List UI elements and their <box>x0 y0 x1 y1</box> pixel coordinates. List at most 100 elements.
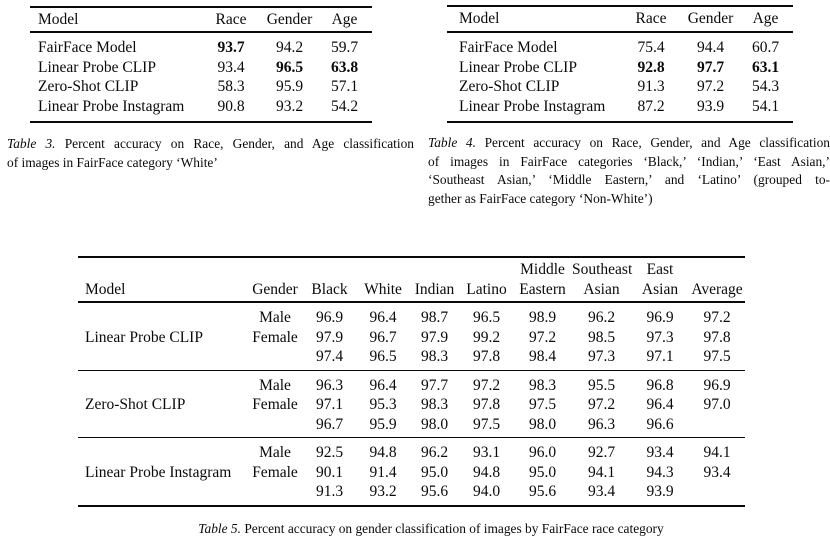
value-cell: 96.4 <box>369 376 397 394</box>
value-cell: 96.9 <box>646 309 674 326</box>
header-row-top: Middle Southeast East <box>78 257 745 279</box>
value-cell: 96.5 <box>472 309 501 326</box>
value-cell: 97.8 <box>472 396 501 413</box>
col-header-model: Model <box>85 281 126 298</box>
value-cell: 97.2 <box>528 328 557 346</box>
value-cell: 94.1 <box>703 444 731 461</box>
value-cell: 98.4 <box>528 348 557 365</box>
value-cell: 93.2 <box>369 483 397 500</box>
value-cell: 95.5 <box>587 376 616 394</box>
value-cell: 95.6 <box>420 483 449 500</box>
value-cell: 97.7 <box>696 58 725 76</box>
table-header: Model Race Gender Age <box>30 7 372 32</box>
table-row: FairFace Model 75.4 94.4 60.7 <box>447 32 793 58</box>
value-cell: 97.2 <box>587 396 616 413</box>
value-cell: 93.4 <box>646 444 674 461</box>
model-name-cell: Linear Probe CLIP <box>459 58 577 76</box>
value-cell: 97.5 <box>528 396 557 413</box>
value-cell: 96.4 <box>369 309 397 326</box>
empty-header-cell <box>689 257 745 279</box>
caption-line: gether as FairFace category ‘Non-White’) <box>428 190 653 206</box>
value-cell: 96.7 <box>369 328 397 346</box>
value-cell: 96.9 <box>703 376 731 394</box>
empty-gender-cell <box>248 347 302 370</box>
value-cell: 97.3 <box>646 328 674 346</box>
value-cell: 95.9 <box>369 415 397 433</box>
value-cell: 91.3 <box>315 483 344 500</box>
gender-cell: Male <box>259 444 291 461</box>
empty-model-cell <box>78 370 248 395</box>
model-group: Male 92.5 94.8 96.2 93.1 96.0 92.7 93.4 94.1 Line… <box>78 437 745 506</box>
col-header-age: Age <box>331 10 358 28</box>
value-cell: 98.3 <box>420 396 449 413</box>
gender-cell: Male <box>259 309 291 326</box>
empty-gender-cell <box>248 415 302 438</box>
table-row: FairFace Model 93.7 94.2 59.7 <box>30 32 372 58</box>
col-header-race: Race <box>215 10 247 28</box>
value-cell: 96.3 <box>315 376 344 394</box>
empty-model-cell <box>78 347 248 370</box>
table-row: Linear Probe CLIP Female 97.9 96.7 97.9 99.2 9… <box>78 328 745 348</box>
empty-header-cell <box>357 257 409 279</box>
value-cell: 94.3 <box>646 463 674 481</box>
value-cell: 96.5 <box>275 58 304 76</box>
empty-header-cell <box>409 257 460 279</box>
caption-line: ‘Southeast Asian,’ ‘Middle Eastern,’ and… <box>428 172 830 187</box>
value-cell: 92.5 <box>315 444 344 461</box>
col-header-white: White <box>364 281 402 298</box>
value-cell: 96.2 <box>420 444 449 461</box>
value-cell: 96.0 <box>528 444 557 461</box>
value-cell: 98.3 <box>528 376 557 394</box>
value-cell: 94.0 <box>472 483 501 500</box>
value-cell: 91.3 <box>637 78 665 95</box>
model-group: Male 96.3 96.4 97.7 97.2 98.3 95.5 96.8 96.9 Zero… <box>78 370 745 438</box>
table-row: Male 96.9 96.4 98.7 96.5 98.9 96.2 96.9 97.2 <box>78 302 745 328</box>
col-header-east: East <box>646 261 674 278</box>
value-cell: 93.4 <box>217 58 245 76</box>
model-name-cell: Zero-Shot CLIP <box>85 396 186 413</box>
caption-line: Table 3. Percent accuracy on Race, Gende… <box>7 136 414 151</box>
col-header-eastern: Eastern <box>519 281 566 298</box>
model-name-cell: FairFace Model <box>38 39 137 56</box>
value-cell: 94.4 <box>696 39 725 56</box>
value-cell: 96.8 <box>646 376 674 394</box>
caption-line: Table 5. Percent accuracy on gender clas… <box>198 521 664 536</box>
col-header-gender: Gender <box>687 10 734 27</box>
table-row: Male 96.3 96.4 97.7 97.2 98.3 95.5 96.8 96.9 <box>78 370 745 395</box>
value-cell: 97.2 <box>703 309 731 326</box>
table-3-white-accuracy: Model Race Gender Age FairFace Model 93.7 94.2… <box>30 6 372 123</box>
empty-model-cell <box>78 302 248 328</box>
col-header-black: Black <box>311 281 348 298</box>
value-cell: 59.7 <box>330 39 359 56</box>
empty-header-cell <box>302 257 357 279</box>
value-cell: 97.4 <box>315 348 344 365</box>
gender-cell: Female <box>252 328 298 346</box>
value-cell: 97.5 <box>703 348 731 365</box>
model-name-cell: Linear Probe Instagram <box>459 97 606 115</box>
caption-line: of images in FairFace category ‘White’ <box>7 154 218 170</box>
table-header: Middle Southeast East Model Gender Black White… <box>78 257 745 302</box>
value-cell: 98.7 <box>420 309 449 326</box>
model-name-cell: Linear Probe Instagram <box>85 463 232 481</box>
col-header-asian: Asian <box>641 281 679 298</box>
gender-cell: Male <box>259 376 291 394</box>
value-cell: 94.8 <box>472 463 501 481</box>
value-cell: 54.2 <box>330 97 359 115</box>
value-cell: 97.2 <box>472 376 501 394</box>
value-cell: 97.8 <box>472 348 501 365</box>
value-cell: 96.4 <box>646 396 674 413</box>
value-cell: 97.5 <box>472 415 501 433</box>
table-5-caption: Table 5. Percent accuracy on gender clas… <box>96 520 766 539</box>
table-row: Linear Probe Instagram 87.2 93.9 54.1 <box>447 97 793 123</box>
col-header-gender: Gender <box>252 281 298 298</box>
caption-line: Table 4. Percent accuracy on Race, Gende… <box>428 135 830 150</box>
value-cell: 97.9 <box>315 328 344 346</box>
model-name-cell: Linear Probe Instagram <box>38 97 185 115</box>
value-cell: 98.3 <box>420 348 449 365</box>
value-cell: 93.4 <box>703 463 731 481</box>
model-name-cell: Linear Probe CLIP <box>38 58 156 76</box>
table-row: Male 92.5 94.8 96.2 93.1 96.0 92.7 93.4 94.1 <box>78 438 745 463</box>
value-cell: 54.3 <box>751 78 780 95</box>
value-cell: 95.6 <box>528 483 557 500</box>
empty-value-cell <box>689 482 745 506</box>
